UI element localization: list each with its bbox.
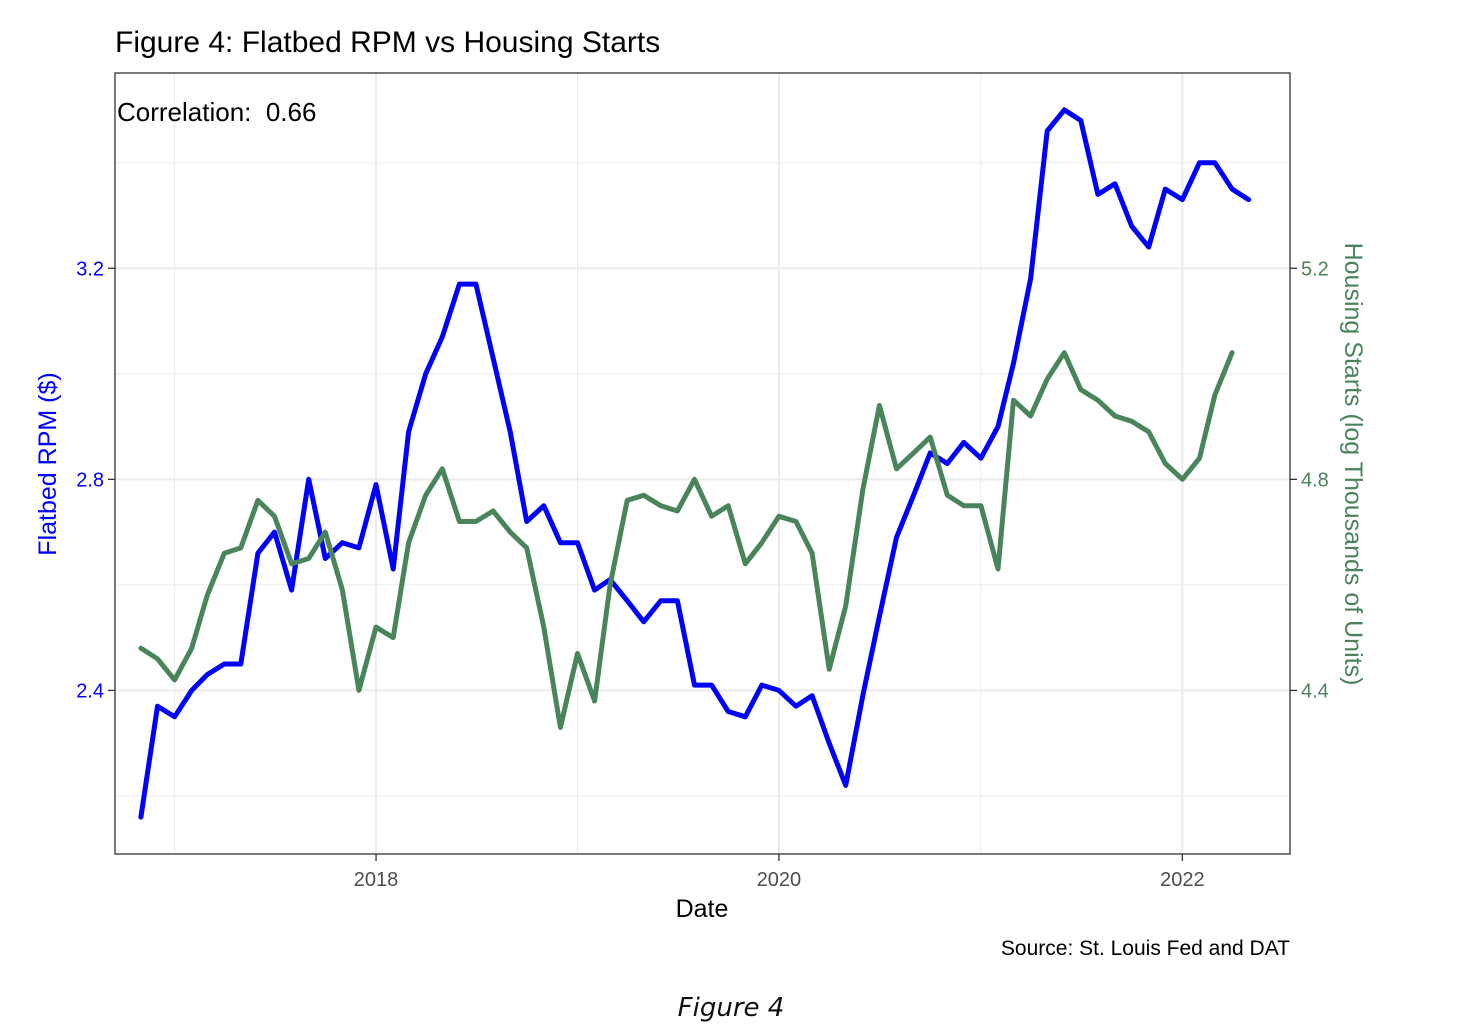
chart-title: Figure 4: Flatbed RPM vs Housing Starts — [115, 26, 660, 59]
plot-background — [115, 73, 1290, 854]
plot-lines — [138, 107, 1252, 820]
source-note: Source: St. Louis Fed and DAT — [1001, 937, 1290, 960]
grid — [115, 73, 1290, 854]
y-right-tick-label: 4.4 — [1301, 680, 1329, 702]
x-axis-ticks: 2018 2020 2022 — [354, 854, 1205, 891]
y-right-axis-ticks: 4.4 4.8 5.2 — [1290, 258, 1329, 702]
x-tick-label: 2018 — [354, 869, 399, 891]
x-tick-label: 2022 — [1160, 869, 1205, 891]
plot-panel-border — [114, 72, 1291, 855]
y-left-tick-label: 2.8 — [76, 469, 104, 491]
y-left-axis-title: Flatbed RPM ($) — [34, 372, 62, 555]
y-left-axis-ticks: 2.4 2.8 3.2 — [76, 258, 115, 702]
series-line-flatbed-rpm — [138, 107, 1252, 820]
y-right-tick-label: 4.8 — [1301, 469, 1329, 491]
y-right-axis-title: Housing Starts (log Thousands of Units) — [1339, 243, 1367, 686]
x-tick-label: 2020 — [757, 869, 802, 891]
y-right-tick-label: 5.2 — [1301, 258, 1329, 280]
x-axis-title: Date — [676, 895, 729, 923]
y-left-tick-label: 2.4 — [76, 680, 104, 702]
series-line-housing-starts — [138, 350, 1235, 730]
correlation-annotation: Correlation: 0.66 — [117, 97, 316, 127]
y-left-tick-label: 3.2 — [76, 258, 104, 280]
figure-caption: Figure 4 — [677, 993, 785, 1023]
